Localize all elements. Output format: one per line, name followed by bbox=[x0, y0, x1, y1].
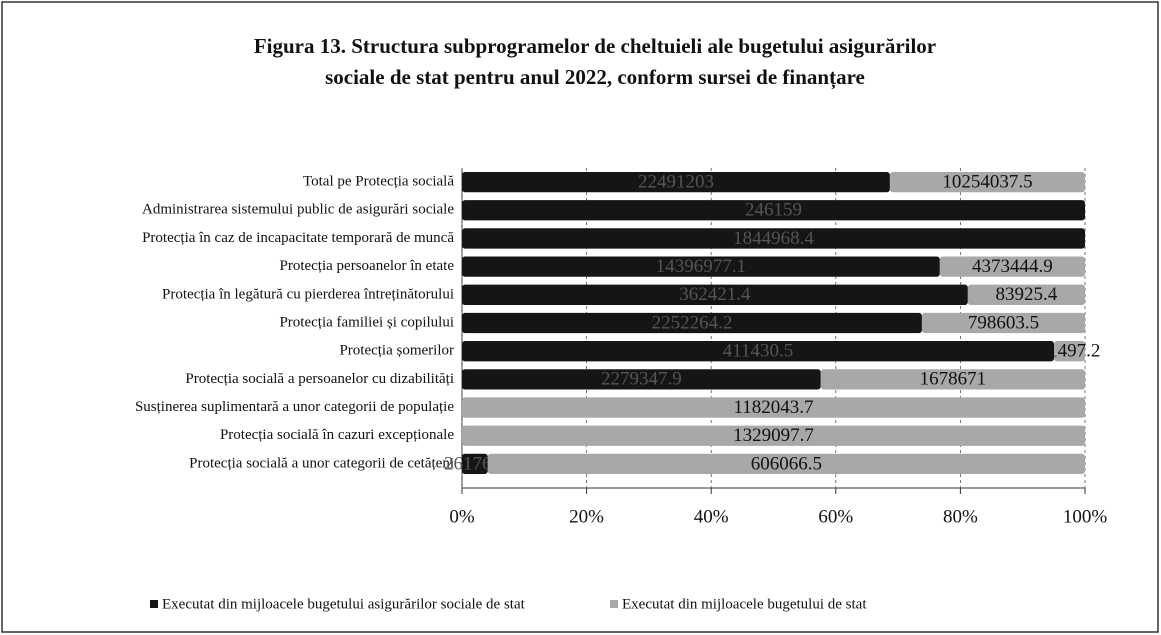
bar-segment bbox=[462, 453, 488, 475]
data-label: 1182043.7 bbox=[733, 397, 813, 418]
x-tick-label: 100% bbox=[1063, 506, 1108, 527]
bar-segment bbox=[939, 256, 1085, 277]
bar-segment bbox=[1054, 341, 1085, 362]
data-label: 246159 bbox=[745, 200, 802, 221]
chart-title: Figura 13. Structura subprogramelor de c… bbox=[254, 34, 936, 58]
y-tick-label: Protecția șomerilor bbox=[339, 343, 454, 359]
bar-segment bbox=[820, 369, 1085, 390]
data-label: 798603.5 bbox=[968, 312, 1039, 333]
y-tick-label: Protecția persoanelor în etate bbox=[279, 258, 454, 274]
data-label: 362421.4 bbox=[679, 284, 751, 305]
y-tick-label: Administrarea sistemului public de asigu… bbox=[142, 202, 454, 218]
y-tick-label: Protecția în legătură cu pierderea între… bbox=[162, 286, 454, 302]
bar-segment bbox=[462, 341, 1055, 362]
bar-segment bbox=[462, 369, 821, 390]
data-label: 22491203 bbox=[638, 171, 714, 192]
y-tick-label: Protecția socială în cazuri excepționale bbox=[220, 427, 454, 443]
bar-segment bbox=[462, 284, 968, 305]
bar-segment bbox=[462, 397, 1085, 418]
bar-segment bbox=[462, 256, 940, 277]
data-label: 4373444.9 bbox=[972, 256, 1053, 277]
data-label: 10254037.5 bbox=[942, 171, 1032, 192]
y-tick-label: Protecția în caz de incapacitate tempora… bbox=[142, 230, 454, 246]
chart-title: sociale de stat pentru anul 2022, confor… bbox=[325, 65, 865, 90]
x-tick-label: 20% bbox=[569, 506, 604, 527]
y-tick-label: Protecția socială a persoanelor cu dizab… bbox=[185, 371, 454, 387]
data-label: 1678671 bbox=[920, 369, 987, 390]
bar-segment bbox=[462, 228, 1085, 249]
bar-segment bbox=[921, 312, 1085, 334]
data-label: 1329097.7 bbox=[733, 425, 814, 446]
y-tick-label: Protecția socială a unor categorii de ce… bbox=[189, 455, 454, 471]
legend-swatch bbox=[610, 600, 618, 608]
legend-swatch bbox=[150, 600, 158, 608]
x-tick-label: 40% bbox=[694, 506, 729, 527]
legend-label: Executat din mijloacele bugetului de sta… bbox=[622, 596, 867, 612]
x-tick-label: 0% bbox=[449, 506, 475, 527]
y-tick-label: Protecția familiei și copilului bbox=[279, 314, 454, 330]
data-label: 1844968.4 bbox=[733, 228, 814, 249]
bar-segment bbox=[462, 425, 1085, 446]
bar-segment bbox=[462, 200, 1085, 221]
data-label: 606066.5 bbox=[751, 453, 822, 474]
data-label: 14396977.1 bbox=[656, 256, 746, 277]
data-label: 411430.5 bbox=[723, 341, 794, 362]
y-tick-label: Total pe Protecția socială bbox=[303, 174, 454, 190]
x-tick-label: 80% bbox=[943, 506, 978, 527]
data-label: 2279347.9 bbox=[601, 369, 682, 390]
y-tick-label: Susținerea suplimentară a unor categorii… bbox=[135, 399, 454, 415]
bar-segment bbox=[487, 453, 1085, 475]
bar-segment bbox=[889, 171, 1085, 193]
legend-label: Executat din mijloacele bugetului asigur… bbox=[162, 596, 526, 612]
bar-segment bbox=[462, 171, 890, 193]
bar-segment bbox=[967, 284, 1085, 305]
x-tick-label: 60% bbox=[818, 506, 853, 527]
data-label: 2252264.2 bbox=[652, 312, 733, 333]
data-label: 21497.2 bbox=[1039, 341, 1101, 362]
data-label: 83925.4 bbox=[996, 284, 1058, 305]
bar-segment bbox=[462, 312, 922, 334]
